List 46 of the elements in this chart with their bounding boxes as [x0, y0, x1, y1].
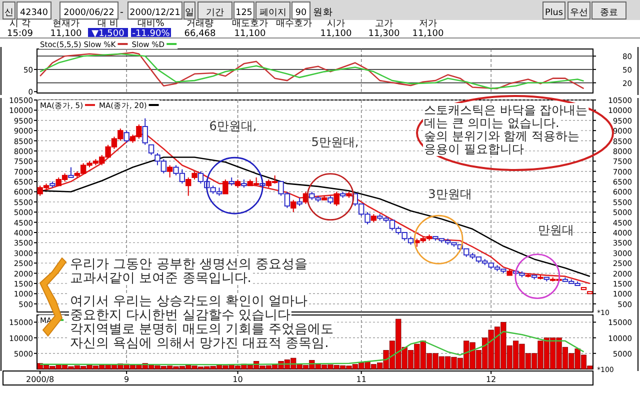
x-tick-label: 10	[232, 375, 243, 384]
text: 현재가	[52, 19, 80, 29]
text: 11,100	[320, 29, 352, 39]
text: 11,100	[50, 29, 82, 39]
text: 15:09	[7, 29, 34, 39]
input-field: 90	[292, 2, 310, 20]
x-tick-label: 12	[486, 375, 496, 384]
button: 일	[184, 2, 196, 20]
candlestick	[166, 164, 173, 178]
button: 우선	[568, 2, 590, 20]
text: 원화	[313, 7, 333, 18]
text: 11,100	[234, 29, 266, 39]
input-field: 125	[234, 2, 254, 20]
button: 신	[2, 2, 16, 20]
text: 11,100	[412, 29, 444, 39]
text: -11.90%	[132, 29, 170, 39]
annotation: 3만원대	[428, 187, 472, 201]
text: 66,468	[184, 29, 216, 39]
button: 기간	[198, 2, 232, 20]
annotation: 여기서 우리는 상승각도의 확인이 얼마나 중요한지 다시한번 실감할수 있습니다 각지역별로 분명히 매도의 기회를 주었음에도 자신의 욕심에 의해서 망가진 대표적 종목임.	[70, 294, 334, 351]
text: 거래량	[186, 19, 214, 29]
annotation: 5만원대,	[311, 135, 359, 149]
annotation: 우리가 그동안 공부한 생명선의 중요성을 교과서같이 보여준 종목입니다.	[70, 257, 308, 286]
input-field: 2000/06/22	[60, 2, 118, 20]
x-tick-label: 2000/8	[26, 375, 54, 384]
text: 저가	[419, 19, 437, 29]
button: Plus	[542, 2, 566, 20]
button: 종료	[592, 2, 626, 20]
text: 시 각	[10, 19, 30, 29]
button: 페이지	[256, 2, 290, 20]
x-tick-label: 11	[356, 375, 366, 384]
text: 대비%	[138, 19, 165, 29]
text: 대 비	[98, 19, 118, 29]
input-field: 2000/12/21	[128, 2, 182, 20]
text: 고가	[375, 19, 393, 29]
text: 시가	[327, 19, 345, 29]
annotation: 스토캐스틱은 바닥을 잡아내는 데는 큰 의미는 없습니다. 숲의 분위기와 함께 적용하는 응용이 필요합니다	[424, 103, 588, 156]
x-tick-label: 9	[124, 375, 130, 384]
text: 매수호가	[276, 19, 312, 29]
annotation: 만원대	[538, 223, 574, 237]
text: 매도호가	[232, 19, 268, 29]
annotation: 6만원대,	[209, 119, 257, 133]
text: -	[120, 7, 124, 18]
text: ▼1,500	[92, 29, 125, 39]
text: 11,300	[368, 29, 400, 39]
input-field: 42340	[16, 2, 52, 20]
